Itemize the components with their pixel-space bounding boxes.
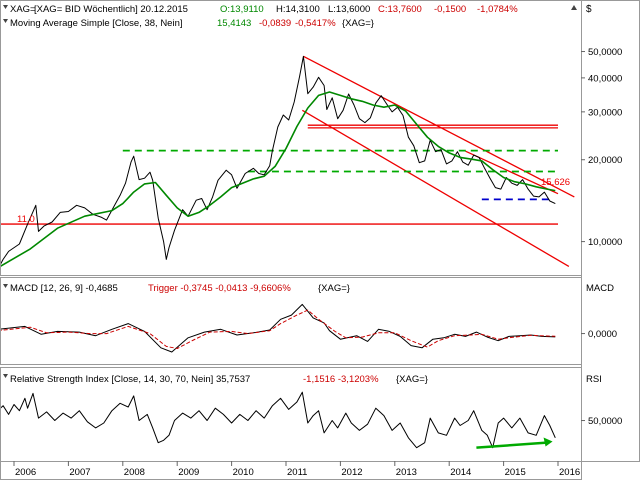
x-tick-label: 2014 (450, 467, 471, 478)
macd-panel (0, 277, 582, 365)
price-y-tick-label: 40,0000 (588, 73, 622, 84)
expand-macd-icon[interactable] (3, 284, 8, 288)
date-x-axis: 2006 2007 2008 2009 2010 2011 2012 2013 2014 2015… (13, 461, 580, 478)
expand-rsi-icon[interactable] (3, 374, 8, 378)
rsi-series-line (1, 391, 556, 449)
sma-symbol: {XAG=} (342, 18, 374, 29)
currency-label: $ (586, 4, 592, 15)
macd-trigger-label: Trigger -0,3745 -0,0413 -9,6606% (148, 283, 291, 294)
header-symbol: XAG= (10, 4, 36, 15)
sma38-series-line (1, 91, 556, 267)
price-series-line (1, 55, 556, 265)
x-tick-label: 2006 (15, 467, 36, 478)
inner-trend-line (465, 150, 559, 195)
header-change-pct: -1,0784% (477, 4, 518, 15)
header-close: C:13,7600 (378, 4, 422, 15)
price-y-tick-label: 10,0000 (588, 237, 622, 248)
macd-header: MACD [12, 26, 9] -0,4685 Trigger -0,3745… (3, 283, 614, 294)
rsi-y-axis: 50,0000 (581, 416, 622, 427)
x-tick-label: 2015 (505, 467, 526, 478)
rsi-axis-title: RSI (586, 374, 602, 385)
price-y-tick-label: 30,0000 (588, 107, 622, 118)
expand-panel-icon[interactable] (3, 5, 8, 9)
sma-change-pct: -0,5417% (295, 18, 336, 29)
macd-label: MACD [12, 26, 9] -0,4685 (10, 283, 118, 294)
price-y-tick-label: 50,0000 (588, 47, 622, 58)
price-plot: 15,626 11,0 (1, 55, 575, 268)
x-tick-label: 2012 (341, 467, 362, 478)
macd-plot (1, 303, 556, 353)
macd-symbol: {XAG=} (318, 283, 350, 294)
price-y-axis: 10,0000 20,0000 30,0000 40,0000 50,0000 (581, 47, 622, 248)
rsi-trend-arrowhead (543, 437, 553, 447)
x-tick-label: 2013 (396, 467, 417, 478)
macd-y-tick-label: 0,0000 (588, 329, 617, 340)
x-tick-label: 2007 (69, 467, 90, 478)
x-tick-label: 2016 (559, 467, 580, 478)
price-annotation: 15,626 (541, 177, 570, 188)
right-axis-frame (581, 0, 640, 462)
sma-label: Moving Average Simple [Close, 38, Nein] (10, 18, 183, 29)
rsi-change-label: -1,1516 -3,1203% (303, 374, 379, 385)
x-tick-label: 2010 (233, 467, 254, 478)
channel-upper-line (303, 55, 575, 198)
x-tick-label: 2009 (178, 467, 199, 478)
price-header: XAG= [XAG= BID Wöchentlich] 20.12.2015 O… (3, 4, 592, 29)
rsi-plot (1, 391, 556, 449)
macd-y-axis: 0,0000 (581, 329, 617, 340)
x-tick-label: 2011 (287, 467, 307, 478)
price-annotation: 11,0 (17, 214, 35, 225)
x-tick-label: 2008 (124, 467, 145, 478)
header-low: L:13,6000 (328, 4, 370, 15)
channel-lower-line (301, 109, 570, 268)
rsi-label: Relative Strength Index [Close, 14, 30, … (10, 374, 250, 385)
sma-value: 15,4143 (217, 18, 251, 29)
header-open: O:13,9110 (220, 4, 264, 15)
macd-axis-title: MACD (586, 283, 614, 294)
collapse-panel-icon[interactable] (571, 5, 577, 10)
trigger-series-line (1, 309, 556, 349)
rsi-y-tick-label: 50,0000 (588, 416, 622, 427)
rsi-trend-arrow (476, 441, 549, 449)
sma-change: -0,0839 (259, 18, 291, 29)
header-change: -0,1500 (434, 4, 466, 15)
header-high: H:14,3100 (276, 4, 320, 15)
rsi-symbol: {XAG=} (396, 374, 428, 385)
header-desc: [XAG= BID Wöchentlich] 20.12.2015 (34, 4, 188, 15)
rsi-header: Relative Strength Index [Close, 14, 30, … (3, 374, 602, 385)
expand-indicator-icon[interactable] (3, 19, 8, 23)
price-y-tick-label: 20,0000 (588, 155, 622, 166)
